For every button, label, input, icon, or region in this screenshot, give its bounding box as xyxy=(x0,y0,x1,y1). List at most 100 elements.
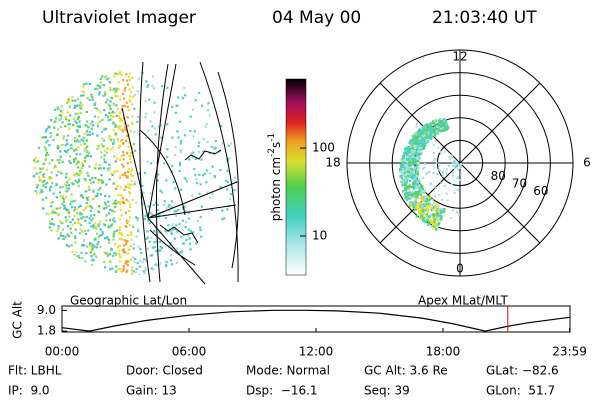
aurora-pixel xyxy=(456,162,459,165)
pixel xyxy=(43,162,46,165)
pixel xyxy=(99,245,102,248)
pixel xyxy=(96,243,99,246)
pixel xyxy=(116,157,119,160)
pixel xyxy=(90,219,93,222)
mlt-label: 6 xyxy=(583,156,591,170)
pixel xyxy=(115,114,118,117)
pixel xyxy=(62,237,65,241)
pixel xyxy=(85,197,88,200)
pixel xyxy=(108,134,111,138)
pixel xyxy=(83,260,86,263)
aurora-pixel xyxy=(411,177,414,180)
pixel xyxy=(85,215,88,218)
aurora-pixel xyxy=(402,165,405,169)
pixel xyxy=(120,234,124,237)
aurora-pixel xyxy=(427,203,430,206)
aurora-pixel xyxy=(402,162,405,166)
pixel xyxy=(154,263,157,266)
pixel xyxy=(122,92,125,95)
pixel xyxy=(130,173,133,176)
pixel xyxy=(97,181,100,184)
pixel xyxy=(114,243,117,246)
aurora-pixel xyxy=(429,203,432,206)
pixel xyxy=(169,229,172,233)
pixel xyxy=(120,119,124,122)
pixel xyxy=(83,132,86,135)
pixel xyxy=(100,174,103,177)
pixel xyxy=(57,213,60,216)
pixel xyxy=(96,125,100,128)
pixel xyxy=(153,241,156,244)
aurora-pixel xyxy=(435,216,438,219)
aurora-pixel xyxy=(420,151,423,154)
aurora-pixel xyxy=(411,173,414,176)
pixel xyxy=(119,174,122,177)
pixel xyxy=(43,136,46,139)
pixel xyxy=(97,144,100,148)
pixel xyxy=(196,182,199,185)
aurora-pixel xyxy=(424,204,427,207)
grid-line xyxy=(121,107,149,219)
pixel xyxy=(108,260,111,263)
pixel xyxy=(173,210,176,213)
pixel xyxy=(57,128,60,131)
pixel xyxy=(77,218,80,221)
aurora-pixel xyxy=(425,216,428,219)
pixel xyxy=(44,130,48,133)
pixel xyxy=(169,242,172,245)
pixel xyxy=(60,105,63,108)
aurora-pixel xyxy=(405,185,408,188)
pixel xyxy=(93,115,96,118)
aurora-pixel xyxy=(435,219,439,222)
aurora-pixel xyxy=(421,187,425,190)
pixel xyxy=(127,248,130,251)
aurora-pixel xyxy=(436,212,439,215)
pixel xyxy=(111,173,114,177)
pixel xyxy=(167,224,170,227)
pixel xyxy=(175,224,178,227)
pixel xyxy=(130,233,133,236)
aurora-pixel xyxy=(408,174,411,177)
aurora-pixel xyxy=(418,190,421,193)
pixel xyxy=(119,268,122,271)
pixel xyxy=(117,146,120,150)
pixel xyxy=(80,94,83,97)
pixel xyxy=(170,232,173,235)
aurora-pixel xyxy=(403,181,407,184)
pixel xyxy=(55,174,58,177)
aurora-pixel xyxy=(410,174,413,178)
pixel xyxy=(193,168,196,171)
pixel xyxy=(108,81,111,84)
pixel xyxy=(221,218,224,221)
aurora-pixel xyxy=(410,194,414,197)
pixel xyxy=(122,165,125,168)
pixel xyxy=(129,203,132,206)
aurora-pixel xyxy=(411,147,414,150)
pixel xyxy=(111,110,114,113)
pixel xyxy=(172,181,175,184)
aurora-pixel xyxy=(416,173,419,176)
pixel xyxy=(99,228,102,231)
pixel xyxy=(51,182,54,185)
pixel xyxy=(83,91,86,94)
aurora-pixel xyxy=(456,177,459,180)
pixel xyxy=(106,237,109,240)
aurora-pixel xyxy=(419,136,422,139)
aurora-pixel xyxy=(432,227,435,230)
pixel xyxy=(96,88,99,91)
aurora-pixel xyxy=(410,154,413,157)
pixel xyxy=(52,121,55,124)
aurora-pixel xyxy=(425,200,428,203)
pixel xyxy=(123,201,126,204)
aurora-pixel xyxy=(419,193,422,196)
pixel xyxy=(99,111,102,114)
aurora-pixel xyxy=(410,146,413,149)
pixel xyxy=(127,109,131,112)
pixel xyxy=(213,147,216,150)
pixel xyxy=(177,208,180,212)
pixel xyxy=(224,221,227,224)
meridian xyxy=(139,61,151,283)
pixel xyxy=(151,254,154,257)
aurora-pixel xyxy=(418,131,421,134)
